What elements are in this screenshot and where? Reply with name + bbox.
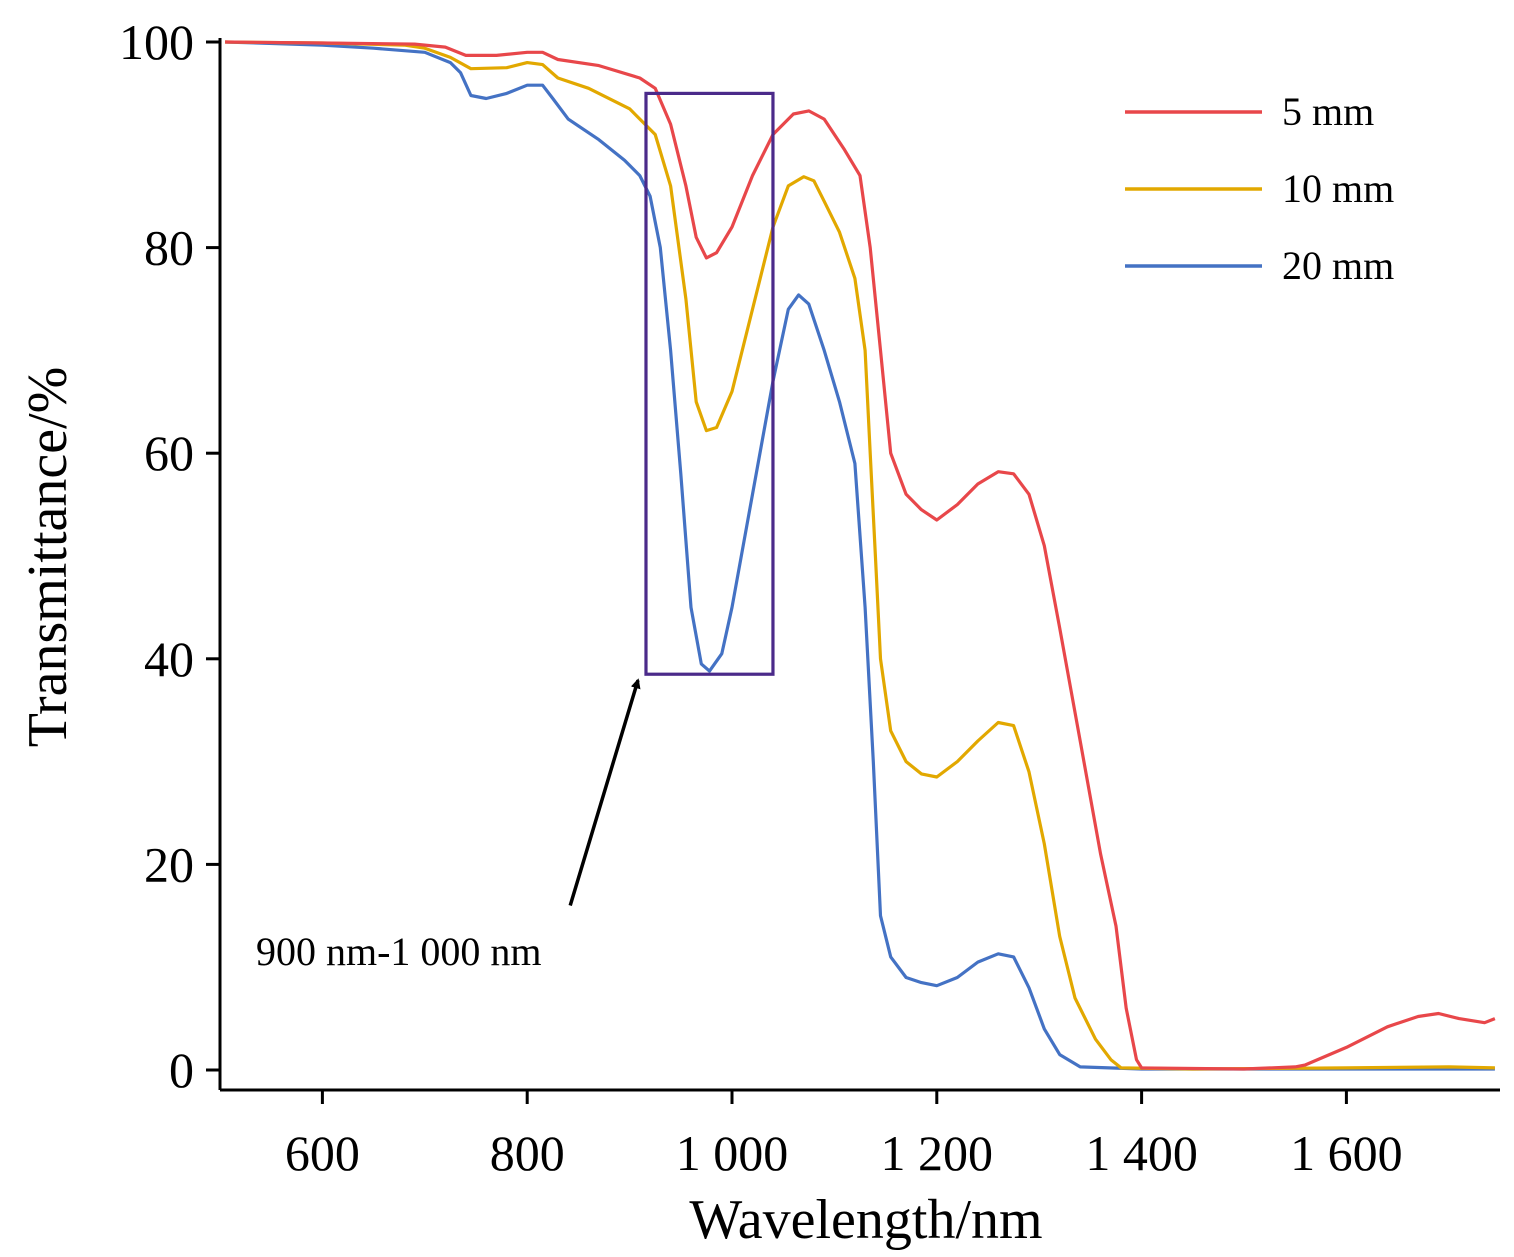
highlight-box xyxy=(644,91,775,676)
x-tick-label: 800 xyxy=(490,1125,565,1181)
x-tick-label: 1 400 xyxy=(1085,1125,1198,1181)
highlight-layer xyxy=(644,91,775,676)
x-tick-label: 600 xyxy=(285,1125,360,1181)
series-line-10-mm xyxy=(225,40,1495,1071)
series-layer xyxy=(225,40,1496,1071)
x-tick-label: 1 000 xyxy=(676,1125,789,1181)
y-tick-label: 40 xyxy=(144,631,194,687)
annotation-layer: 900 nm-1 000 nm xyxy=(256,678,641,974)
series-line-5-mm xyxy=(225,40,1496,1071)
y-tick-label: 60 xyxy=(144,425,194,481)
legend: 5 mm 10 mm 20 mm xyxy=(1125,89,1394,288)
x-axis-title: Wavelength/nm xyxy=(689,1189,1042,1251)
y-tick-label: 80 xyxy=(144,220,194,276)
y-axis-title: Transmittance/% xyxy=(17,367,79,748)
y-tick-label: 20 xyxy=(144,836,194,892)
legend-label: 10 mm xyxy=(1282,166,1394,211)
annotation-arrow xyxy=(568,678,641,907)
x-tick-label: 1 600 xyxy=(1290,1125,1403,1181)
y-tick-label: 0 xyxy=(169,1042,194,1098)
legend-label: 5 mm xyxy=(1282,89,1374,134)
axes: 0 20 40 60 80 100 600 800 1 000 1 200 1 400 1 600 xyxy=(119,14,1500,1181)
annotation-label: 900 nm-1 000 nm xyxy=(256,929,542,974)
x-tick-label: 1 200 xyxy=(881,1125,994,1181)
legend-label: 20 mm xyxy=(1282,243,1394,288)
series-line-20-mm xyxy=(225,40,1495,1071)
y-tick-label: 100 xyxy=(119,14,194,70)
